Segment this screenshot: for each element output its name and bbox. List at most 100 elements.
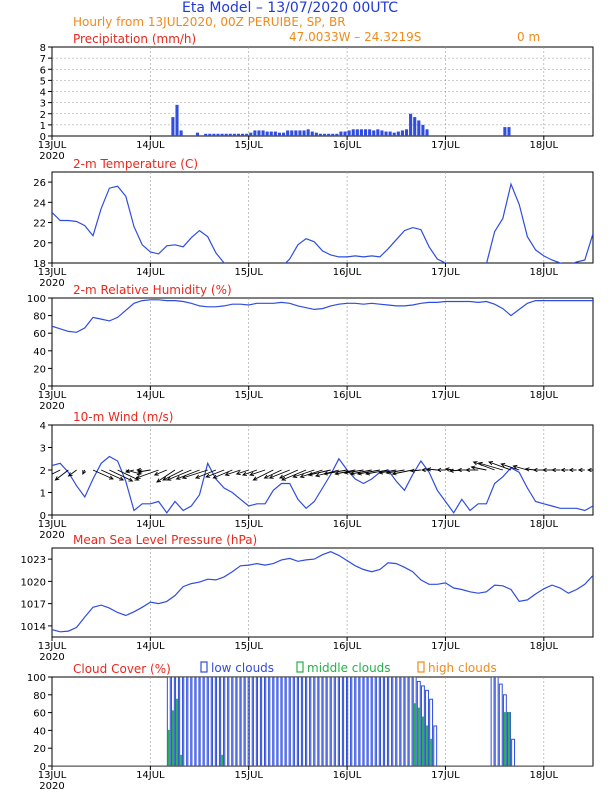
y-tick-label: 100 [27, 673, 46, 684]
y-tick-label: 0 [40, 382, 46, 393]
x-tick-year: 2020 [39, 530, 64, 541]
y-tick-label: 0 [40, 511, 46, 522]
wind-arrow [224, 469, 241, 476]
wind-arrow-shaft [138, 469, 151, 473]
wind-arrow-head [541, 467, 547, 473]
y-tick-label: 6 [40, 65, 46, 76]
wind-arrow-shaft [213, 469, 233, 479]
legend-label-middle: middle clouds [307, 661, 391, 675]
x-tick-label: 17JUL [431, 140, 460, 151]
y-tick-label: 100 [27, 294, 46, 305]
wind-arrow-head [465, 467, 471, 473]
wind-arrow-head [448, 468, 454, 473]
low-cloud-bar [310, 677, 315, 766]
precip-bar [273, 131, 277, 136]
low-cloud-bar [273, 677, 278, 766]
wind-arrow-shaft [136, 469, 159, 479]
wind-arrow-head [194, 474, 200, 479]
wind-arrow-shaft [281, 469, 307, 481]
wind-arrow [560, 467, 569, 473]
x-tick-label: 17JUL [431, 770, 460, 781]
wind-arrow-head [472, 461, 478, 466]
low-cloud-bar [207, 677, 212, 766]
y-tick-label: 2 [40, 466, 46, 477]
y-tick-label: 1020 [21, 577, 46, 588]
low-cloud-bar [211, 677, 216, 766]
wind-arrow-head [385, 470, 391, 475]
precip-bar [335, 133, 339, 136]
precip-bar [318, 133, 322, 136]
precip-bar [409, 113, 413, 136]
y-tick-label: 8 [40, 43, 46, 54]
x-tick-label: 14JUL [136, 390, 165, 401]
plot-frame [51, 547, 594, 638]
wind-arrow-shaft [478, 462, 503, 471]
wind-arrow-shaft [55, 469, 69, 481]
wind-arrow [323, 469, 348, 476]
x-tick-label: 18JUL [530, 267, 559, 278]
header-title: Eta Model – 13/07/2020 00UTC [182, 0, 398, 16]
middle-cloud-bar [171, 710, 174, 766]
wind-arrow [551, 467, 561, 473]
wind-arrow [175, 469, 200, 480]
x-tick-label: 17JUL [431, 641, 460, 652]
precip-bar [212, 133, 216, 136]
wind-arrow-head [156, 478, 161, 483]
precip-bar [314, 132, 318, 136]
wind-arrow [278, 469, 299, 479]
y-tick-label: 1 [40, 121, 46, 132]
x-tick-year: 2020 [39, 781, 64, 792]
low-cloud-bar [306, 677, 311, 766]
header-coords: 47.0033W – 24.3219S [289, 30, 421, 44]
low-cloud-bar [285, 677, 290, 766]
x-tick-label: 15JUL [234, 641, 263, 652]
x-tick-label: 17JUL [431, 390, 460, 401]
x-tick-label: 14JUL [136, 641, 165, 652]
low-cloud-bar [216, 677, 220, 766]
low-cloud-bar [240, 677, 245, 766]
low-cloud-bar [367, 677, 372, 766]
data-layer [52, 551, 593, 633]
low-cloud-bar [183, 677, 188, 766]
precip-bar [503, 127, 507, 136]
wind-arrow-shaft [100, 469, 124, 481]
panel-title: Precipitation (mm/h) [73, 32, 196, 46]
wind-arrow [263, 469, 282, 479]
x-tick-year: 2020 [39, 401, 64, 412]
wind-arrow-head [356, 471, 362, 476]
middle-cloud-bar [180, 754, 183, 766]
y-tick-label: 60 [33, 329, 46, 340]
wind-arrow-head [436, 467, 442, 473]
wind-arrow [156, 469, 176, 483]
low-cloud-bar [371, 677, 376, 766]
wind-arrow-head [241, 471, 247, 476]
wind-arrow [137, 469, 151, 474]
wind-arrow-head [278, 474, 284, 479]
low-cloud-bar [400, 677, 405, 766]
precip-bar [355, 129, 359, 136]
precip-bar [372, 130, 376, 136]
wind-arrow-shaft [68, 469, 77, 477]
cloud-legend: low clouds middle clouds high clouds [200, 661, 497, 675]
y-tick-label: 20 [33, 744, 46, 755]
wind-arrow-shaft [195, 469, 217, 479]
panel-title: Cloud Cover (%) [73, 662, 171, 676]
wind-arrow-shaft [293, 469, 315, 478]
panel-6: 0 20 40 60 80 100 13JUL2020 14JUL 15JUL 16JUL 17JU… [27, 662, 594, 792]
low-cloud-bar [326, 677, 331, 766]
precip-bar [351, 129, 355, 136]
low-cloud-bar [187, 677, 192, 766]
wind-arrow-head [263, 474, 269, 479]
precip-bar [396, 131, 400, 136]
middle-cloud-bar [221, 754, 224, 766]
low-cloud-bar [384, 677, 388, 766]
precip-bar [376, 129, 380, 136]
y-tick-label: 0 [40, 762, 46, 773]
wind-arrow-shaft [300, 469, 323, 478]
series-line [52, 455, 593, 514]
wind-arrow-head [323, 471, 329, 476]
precip-bar [277, 132, 282, 136]
